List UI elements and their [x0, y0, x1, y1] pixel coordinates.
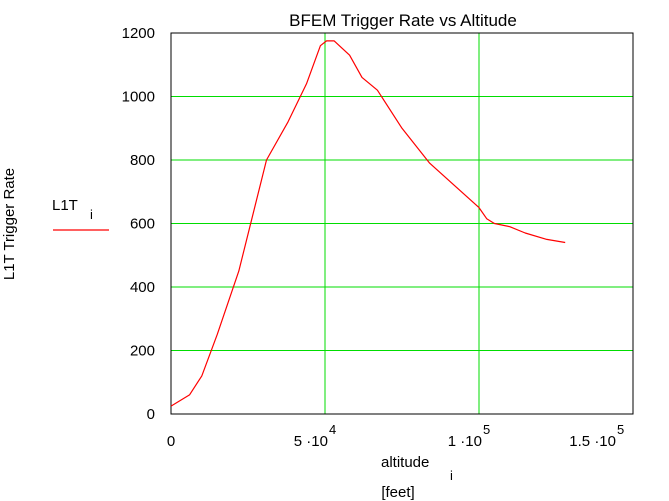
x-tick-exponent: 5 [617, 422, 624, 437]
y-tick-label: 800 [130, 152, 155, 169]
legend-label-subscript: i [90, 207, 93, 222]
chart-title: BFEM Trigger Rate vs Altitude [289, 11, 517, 30]
x-tick-label: 0 [167, 433, 175, 450]
y-tick-labels: 0 200 400 600 800 1000 1200 [122, 25, 155, 423]
y-tick-label: 600 [130, 216, 155, 233]
x-tick-mantissa: 1 ·10 [448, 433, 482, 450]
x-axis-label: altitude i [381, 454, 453, 483]
x-axis-unit: [feet] [381, 484, 414, 501]
x-tick-label: 1.5 ·105 [569, 422, 624, 450]
x-tick-mantissa: 5 ·10 [294, 433, 328, 450]
x-tick-mantissa: 0 [167, 433, 175, 450]
plot-frame [170, 32, 634, 415]
x-tick-exponent: 4 [329, 422, 336, 437]
x-axis-label-main: altitude [381, 454, 429, 471]
y-tick-label: 0 [147, 406, 155, 423]
legend-label: L1T [52, 197, 78, 214]
y-axis-label: L1T Trigger Rate [1, 168, 18, 280]
series-layer [170, 40, 566, 407]
x-tick-label: 5 ·104 [294, 422, 336, 450]
x-tick-mantissa: 1.5 ·10 [569, 433, 616, 450]
x-tick-exponent: 5 [483, 422, 490, 437]
grid [171, 33, 633, 414]
y-tick-label: 200 [130, 343, 155, 360]
y-tick-label: 1200 [122, 25, 155, 42]
y-tick-label: 400 [130, 279, 155, 296]
legend: L1T i [52, 197, 109, 231]
x-axis-label-subscript: i [450, 468, 453, 483]
x-tick-label: 1 ·105 [448, 422, 490, 450]
series-line [170, 40, 566, 407]
y-tick-label: 1000 [122, 89, 155, 106]
